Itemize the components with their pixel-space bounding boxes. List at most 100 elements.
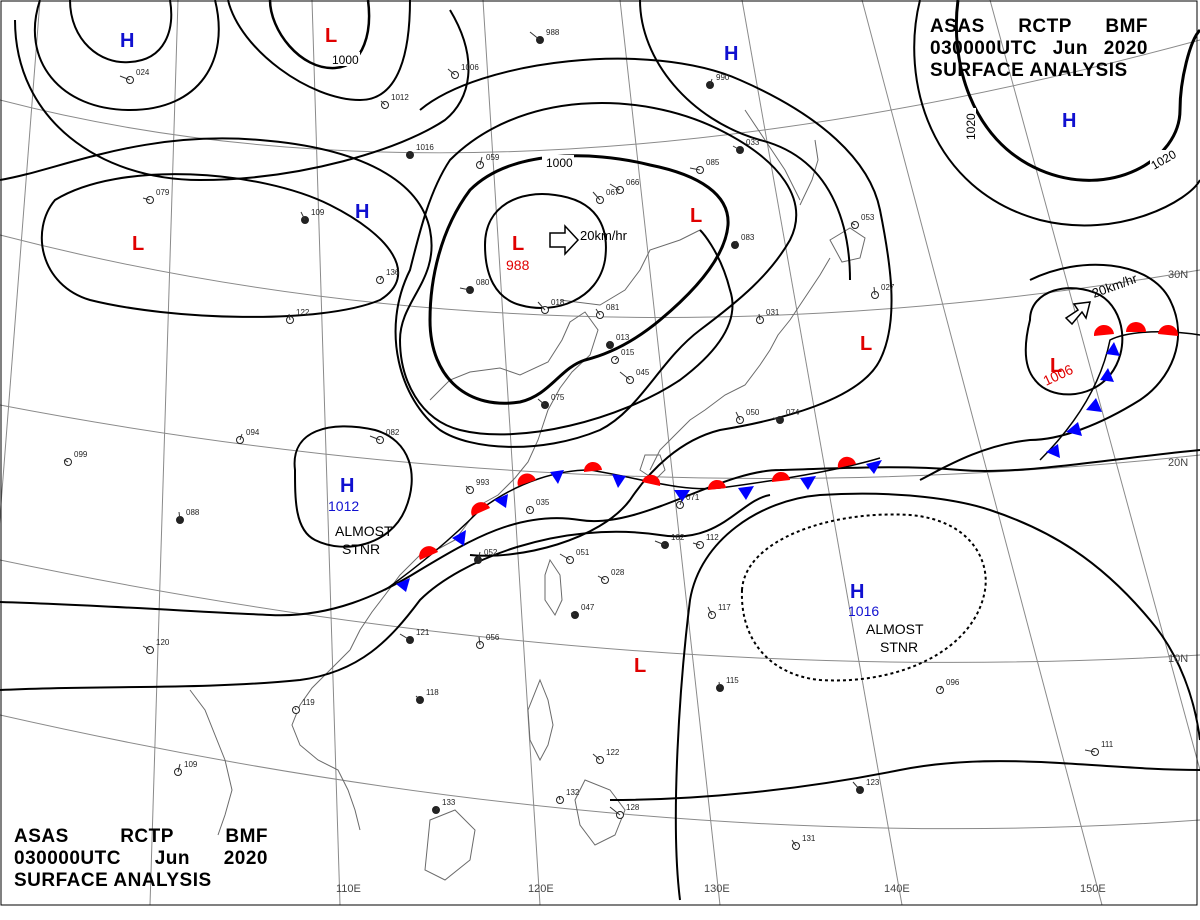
coast-hokkaido [829, 227, 866, 263]
coast-china-korea [349, 311, 599, 651]
lon-label-130e: 130E [704, 883, 730, 895]
header-code: BMF [225, 826, 268, 847]
header-line-2: 030000UTC Jun 2020 [14, 848, 268, 870]
station-pressure-label: 075 [551, 393, 565, 402]
station-pressure-label: 066 [626, 178, 640, 187]
station-pressure-label: 115 [726, 676, 739, 685]
wind-barb [465, 485, 471, 491]
header-title: SURFACE ANALYSIS [930, 60, 1128, 81]
header-title: SURFACE ANALYSIS [14, 870, 212, 891]
wind-barb [239, 433, 243, 441]
wind-barb [614, 357, 618, 361]
parallel-10n [0, 559, 1200, 663]
low-pressure-988: 988 [506, 257, 530, 273]
wind-barb [609, 183, 621, 191]
header-line-2: 030000UTC Jun 2020 [930, 38, 1148, 60]
wind-barb [447, 68, 456, 76]
wind-barb [718, 681, 721, 689]
low-center-west: L [132, 233, 144, 255]
wind-barb [850, 222, 856, 226]
station-pressure-label: 118 [426, 688, 439, 697]
warm-front-semicircles [419, 456, 856, 560]
isobar-west-low-ring [40, 173, 400, 318]
wind-barb [592, 191, 601, 201]
low-center-south: L [634, 655, 646, 677]
almost-stnr-1012-line2: STNR [342, 541, 380, 557]
station-pressure-label: 053 [861, 213, 875, 222]
high-center-ne1: H [724, 43, 738, 65]
station-pressure-label: 993 [476, 478, 490, 487]
low-center-988: L [512, 233, 524, 255]
isobar-outer-low-ring [394, 102, 798, 448]
isobar-1000-main [428, 154, 730, 405]
isobar-south-big [674, 492, 1200, 901]
station-pressure-label: 028 [611, 568, 625, 577]
meridian-110e [311, 0, 341, 906]
wind-barb [477, 551, 481, 561]
wind-barb [619, 371, 631, 381]
cold-triangles-1006 [1046, 342, 1120, 458]
motion-arrows [549, 224, 1091, 326]
station-pressure-label: 083 [741, 233, 755, 242]
wind-barb [399, 633, 411, 641]
header-line-1: ASAS RCTP BMF [14, 826, 268, 848]
warm-mark [471, 502, 490, 516]
wind-barb [791, 839, 797, 847]
isobar-label-1000-north: 1000 [332, 53, 359, 67]
station-pressure-label: 109 [311, 208, 325, 217]
isobar-ne-arc [639, 0, 851, 281]
high-center-central: H [355, 201, 369, 223]
station-pressure-label: 112 [706, 533, 719, 542]
station-pressure-label: 122 [606, 748, 620, 757]
header-time: 030000UTC [930, 38, 1037, 59]
coast-japan [649, 257, 831, 471]
coast-kamchatka [744, 109, 801, 201]
header-line-1: ASAS RCTP BMF [930, 16, 1148, 38]
isobar-low-988-inner [483, 193, 607, 309]
coast-malaya [189, 689, 233, 836]
motion-arrow-988 [549, 224, 580, 256]
station-pressure-label: 033 [746, 138, 760, 147]
meridian-120e [482, 0, 541, 906]
station-pressure-label: 082 [386, 428, 400, 437]
isobar-south-bottom [609, 760, 1200, 801]
station-pressure-label: 085 [706, 158, 720, 167]
header-month: Jun [154, 848, 190, 869]
coastlines [189, 109, 866, 881]
wind-barb [478, 636, 481, 646]
wind-barb [1084, 749, 1096, 753]
wind-barb [415, 695, 421, 701]
station-pressure-label: 099 [74, 450, 88, 459]
station-pressure-label: 1012 [391, 93, 409, 102]
wind-barb [592, 753, 601, 761]
wind-barb [142, 197, 151, 201]
station-pressure-label: 132 [566, 788, 580, 797]
high-center-1016: H [850, 581, 864, 603]
wind-barb [692, 542, 701, 546]
header-bottom-left: ASAS RCTP BMF 030000UTC Jun 2020 SURFACE… [14, 826, 268, 892]
warm-mark [707, 479, 726, 490]
graticule-labels: 110E 120E 130E 140E 150E 30N 20N 10N [336, 269, 1188, 895]
warm-mark [1126, 322, 1146, 332]
header-year: 2020 [223, 848, 268, 869]
coast-sakhalin [799, 139, 819, 206]
station-pressure-label: 109 [184, 760, 198, 769]
isobar-label-1000-main: 1000 [546, 156, 573, 170]
cold-mark [1066, 422, 1082, 436]
wind-barb [479, 156, 483, 166]
warm-mark [1093, 324, 1114, 336]
coast-indochina [291, 649, 361, 831]
wind-barb [408, 152, 411, 156]
wind-barb [63, 459, 69, 463]
motion-arrow-1006 [1064, 301, 1091, 326]
low-center-japan: L [860, 333, 872, 355]
station-pressure-label: 123 [866, 778, 880, 787]
low-center-1006: L [1050, 355, 1062, 377]
warm-mark [419, 546, 438, 560]
wind-barb [609, 806, 621, 816]
isobar-big-west [0, 137, 734, 436]
lon-label-150e: 150E [1080, 883, 1106, 895]
cold-mark [1106, 342, 1120, 356]
station-pressure-label: 990 [716, 73, 730, 82]
